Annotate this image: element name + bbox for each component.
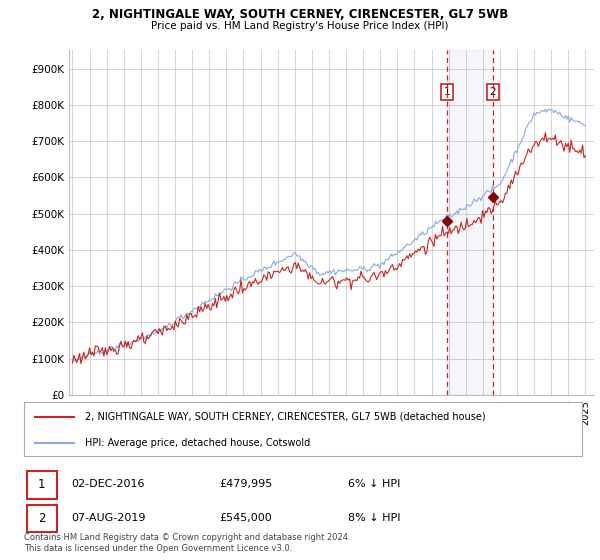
Text: 2: 2 bbox=[38, 511, 46, 525]
Text: 02-DEC-2016: 02-DEC-2016 bbox=[71, 479, 145, 489]
Text: 1: 1 bbox=[444, 87, 451, 97]
Text: 07-AUG-2019: 07-AUG-2019 bbox=[71, 513, 146, 523]
Text: £545,000: £545,000 bbox=[220, 513, 272, 523]
Text: 2, NIGHTINGALE WAY, SOUTH CERNEY, CIRENCESTER, GL7 5WB (detached house): 2, NIGHTINGALE WAY, SOUTH CERNEY, CIRENC… bbox=[85, 412, 486, 422]
Text: 2, NIGHTINGALE WAY, SOUTH CERNEY, CIRENCESTER, GL7 5WB: 2, NIGHTINGALE WAY, SOUTH CERNEY, CIRENC… bbox=[92, 8, 508, 21]
Text: £479,995: £479,995 bbox=[220, 479, 272, 489]
FancyBboxPatch shape bbox=[27, 505, 58, 532]
Text: Contains HM Land Registry data © Crown copyright and database right 2024.
This d: Contains HM Land Registry data © Crown c… bbox=[24, 533, 350, 553]
Text: 1: 1 bbox=[38, 478, 46, 491]
Text: HPI: Average price, detached house, Cotswold: HPI: Average price, detached house, Cots… bbox=[85, 438, 311, 447]
Text: 6% ↓ HPI: 6% ↓ HPI bbox=[347, 479, 400, 489]
Text: Price paid vs. HM Land Registry's House Price Index (HPI): Price paid vs. HM Land Registry's House … bbox=[151, 21, 449, 31]
FancyBboxPatch shape bbox=[24, 402, 582, 456]
Text: 2: 2 bbox=[490, 87, 496, 97]
Text: 8% ↓ HPI: 8% ↓ HPI bbox=[347, 513, 400, 523]
FancyBboxPatch shape bbox=[27, 471, 58, 498]
Bar bbox=[447, 50, 493, 395]
